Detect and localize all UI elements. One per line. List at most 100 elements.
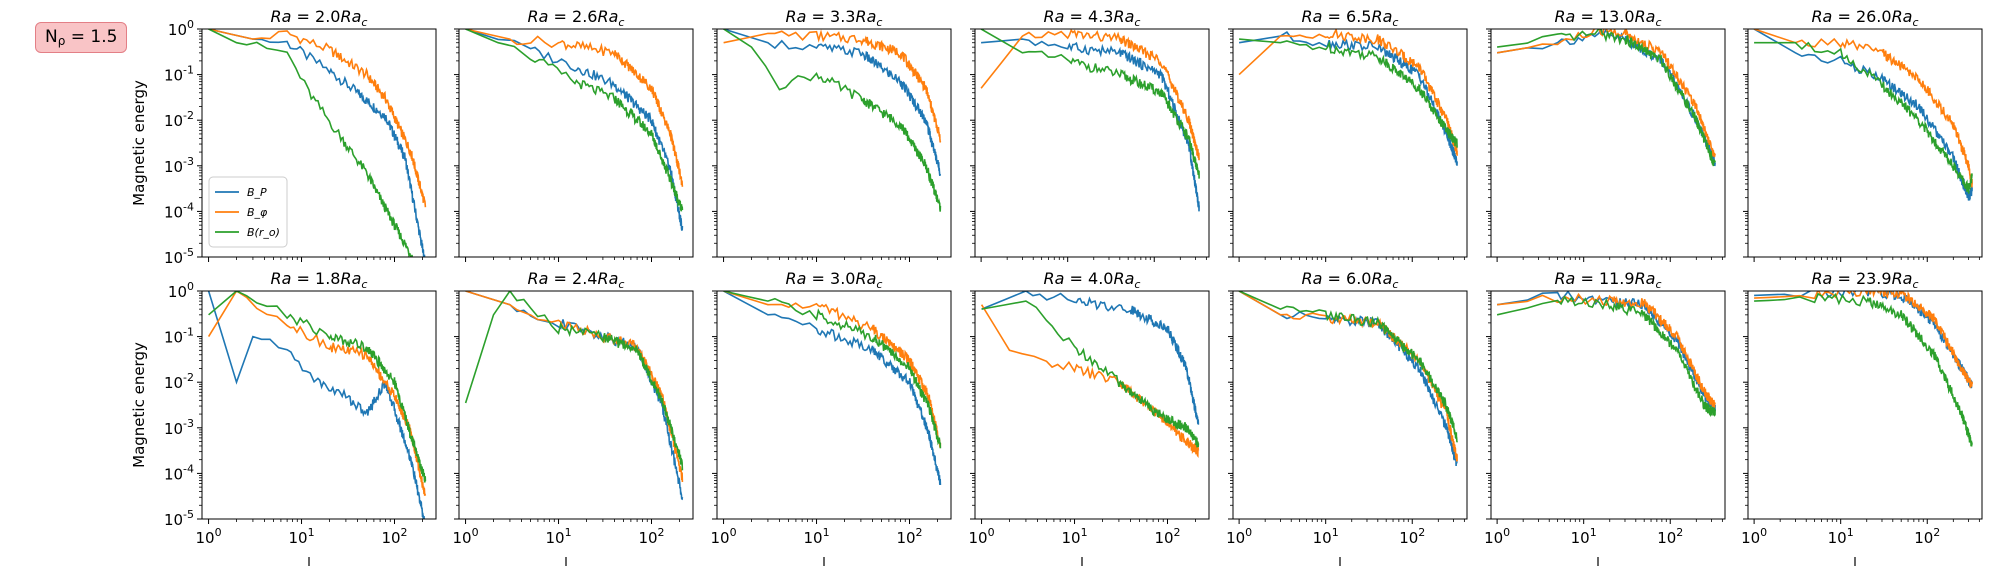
- badge-rest: = 1.5: [65, 27, 118, 47]
- legend-label-B_phi: B_φ: [247, 206, 268, 219]
- legend-label-B_ro: B(r_o): [247, 226, 280, 239]
- panel-frame: [716, 290, 952, 520]
- y-tick-label: 10-5: [164, 246, 194, 267]
- panel-title: Ra = 3.0Rac: [786, 269, 883, 291]
- panel-1-1: Ra = 2.4Rac 100 101 102: [453, 269, 694, 566]
- series-line-B_P: [1238, 291, 1458, 467]
- y-tick-label: 10-1: [164, 64, 194, 85]
- y-tick-label: 10-5: [164, 508, 194, 529]
- panel-title: Ra = 3.3Rac: [786, 7, 883, 29]
- panel-frame: [974, 290, 1210, 520]
- panel-title: Ra = 6.5Rac: [1302, 7, 1399, 29]
- series-line-B_phi: [1753, 29, 1973, 188]
- x-tick-label: 102: [638, 526, 664, 547]
- panel-0-2: Ra = 3.3Rac: [712, 7, 952, 262]
- series-line-B_phi: [980, 304, 1200, 459]
- x-tick-label: 100: [711, 526, 737, 547]
- y-tick-label: 10-4: [164, 462, 194, 483]
- series-line-B_P: [465, 29, 684, 231]
- panel-0-4: Ra = 6.5Rac: [1228, 7, 1468, 262]
- panel-title: Ra = 6.0Rac: [1302, 269, 1399, 291]
- series-line-B_ro: [1754, 292, 1973, 447]
- series-line-B_ro: [981, 300, 1200, 448]
- series-line-B_ro: [208, 29, 413, 257]
- y-tick-label: 10-3: [164, 417, 194, 438]
- panel-title: Ra = 4.3Rac: [1044, 7, 1141, 29]
- y-tick-label: 10-4: [164, 200, 194, 221]
- x-tick-label: 102: [1914, 526, 1940, 547]
- panel-frame: [974, 28, 1210, 258]
- panel-0-6: Ra = 26.0Rac: [1743, 7, 1983, 262]
- series-line-B_phi: [465, 29, 684, 187]
- y-tick-label: 100: [168, 18, 194, 39]
- panel-1-6: Ra = 23.9Rac 100 101 102: [1741, 269, 1983, 566]
- panel-frame: [201, 28, 437, 258]
- panel-title: Ra = 23.9Rac: [1811, 269, 1918, 291]
- series-line-B_P: [723, 291, 942, 486]
- series-line-B_P: [208, 29, 426, 257]
- panel-title: Ra = 2.4Rac: [528, 269, 625, 291]
- series-line-B_ro: [1239, 38, 1458, 148]
- x-tick-label: 102: [1154, 526, 1180, 547]
- series-line-B_phi: [723, 291, 942, 448]
- x-tick-label: 102: [1657, 526, 1683, 547]
- series-line-B_P: [207, 291, 426, 519]
- series-line-B_phi: [1497, 292, 1716, 409]
- panel-frame: [1747, 290, 1983, 520]
- panel-frame: [201, 290, 437, 520]
- x-tick-label: 101: [545, 526, 571, 547]
- x-tick-label: 101: [803, 526, 829, 547]
- x-tick-label: 100: [1226, 526, 1252, 547]
- panel-frame: [1490, 290, 1726, 520]
- y-tick-label: 10-2: [164, 371, 194, 392]
- series-line-B_P: [1238, 31, 1458, 166]
- series-line-B_P: [723, 29, 941, 176]
- series-line-B_P: [1754, 291, 1973, 389]
- panel-1-3: Ra = 4.0Rac 100 101 102: [969, 269, 1210, 566]
- panel-0-3: Ra = 4.3Rac: [970, 7, 1210, 262]
- series-line-B_phi: [1754, 291, 1973, 389]
- panel-title: Ra = 13.0Rac: [1554, 7, 1661, 29]
- x-tick-label: 101: [1061, 526, 1087, 547]
- panel-0-0: Ra = 2.0Rac 100 10-1 10-2 10-3 10-4 10-5 Magnet…: [130, 7, 437, 267]
- panel-title: Ra = 2.0Rac: [271, 7, 368, 29]
- legend-label-B_P: B_P: [247, 186, 267, 199]
- x-tick-label: 101: [1313, 526, 1339, 547]
- panel-frame: [1490, 28, 1726, 258]
- y-axis-label: Magnetic energy: [130, 80, 148, 206]
- series-line-B_ro: [723, 291, 942, 449]
- x-tick-label: 102: [1399, 526, 1425, 547]
- series-line-B_ro: [464, 291, 684, 471]
- series-line-B_phi: [723, 29, 942, 143]
- series-line-B_ro: [208, 291, 427, 483]
- panel-frame: [1232, 290, 1468, 520]
- panel-frame: [1232, 28, 1468, 258]
- x-tick-label: 100: [969, 526, 995, 547]
- panel-frame: [458, 28, 694, 258]
- x-tick-label: 101: [1828, 526, 1854, 547]
- series-line-B_phi: [1238, 291, 1458, 462]
- y-tick-label: 10-3: [164, 155, 194, 176]
- y-tick-label: 10-2: [164, 109, 194, 130]
- panel-0-5: Ra = 13.0Rac: [1486, 7, 1726, 262]
- panel-title: Ra = 2.6Rac: [528, 7, 625, 29]
- series-line-B_ro: [980, 29, 1200, 179]
- series-line-B_phi: [465, 291, 684, 483]
- panel-1-2: Ra = 3.0Rac 100 101 102: [711, 269, 952, 566]
- series-line-B_ro: [1496, 29, 1716, 167]
- series-line-B_phi: [207, 291, 427, 496]
- x-tick-label: 101: [1571, 526, 1597, 547]
- n-rho-badge: Nρ = 1.5: [35, 22, 128, 53]
- panel-0-1: Ra = 2.6Rac: [454, 7, 694, 262]
- y-tick-label: 100: [168, 280, 194, 301]
- series-line-B_phi: [980, 29, 1200, 161]
- series-line-B_P: [1496, 29, 1716, 167]
- panel-1-5: Ra = 11.9Rac 100 101 102: [1484, 269, 1726, 566]
- series-line-B_ro: [1754, 41, 1973, 194]
- x-tick-label: 100: [1484, 526, 1510, 547]
- series-line-B_P: [981, 291, 1200, 425]
- x-tick-label: 102: [381, 526, 407, 547]
- panel-1-4: Ra = 6.0Rac 100 101 102: [1226, 269, 1468, 566]
